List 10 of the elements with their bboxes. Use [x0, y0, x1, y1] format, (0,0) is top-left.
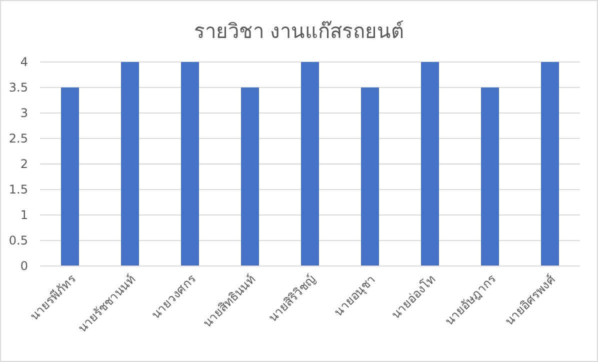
y-tick-label: 3.5 — [8, 80, 28, 94]
chart-title: รายวิชา งานแก๊สรถยนต์ — [194, 19, 404, 43]
y-tick-label: 3 — [20, 106, 28, 120]
y-tick-label: 2.5 — [8, 132, 28, 146]
y-tick-label: 2 — [20, 157, 28, 171]
y-tick-label: 4 — [20, 55, 28, 69]
y-tick-label: 0 — [20, 259, 28, 273]
y-tick-label: 0.5 — [8, 234, 28, 248]
y-tick-label: 1.5 — [8, 182, 28, 196]
y-tick-label: 1 — [20, 208, 28, 222]
